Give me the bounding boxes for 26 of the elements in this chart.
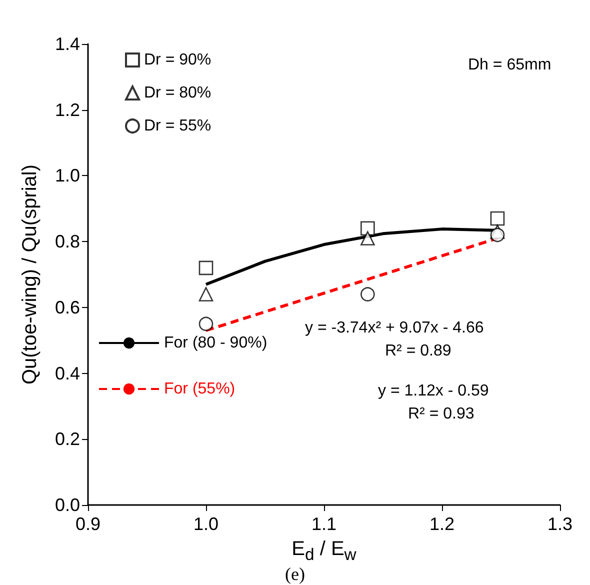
y-tick-label: 0.0	[54, 495, 80, 515]
x-tick-label: 1.3	[547, 514, 573, 534]
x-tick-label: 0.9	[75, 514, 101, 534]
y-tick-label: 1.0	[54, 166, 80, 186]
legend-label: For (80 - 90%)	[164, 334, 268, 352]
annotation: R² = 0.93	[408, 406, 474, 422]
x-axis-title: E$_{d}$ / E$_{w}$	[290, 538, 358, 565]
y-axis-title: Qu(toe-wing) / Qu(sprial)	[19, 164, 41, 385]
annotation: y = -3.74x² + 9.07x - 4.66	[305, 320, 484, 336]
legend-label: For (55%)	[164, 380, 236, 398]
text: (e)	[285, 564, 305, 584]
legend-label: Dr = 80%	[144, 84, 212, 102]
y-tick-label: 1.2	[54, 100, 80, 120]
x-tick-label: 1.0	[193, 514, 219, 534]
y-tick-label: 1.4	[54, 34, 80, 54]
annotation: y = 1.12x - 0.59	[378, 382, 489, 400]
y-tick-label: 0.8	[54, 232, 80, 252]
legend-label: Dr = 55%	[144, 118, 212, 134]
legend-label: Dr = 90%	[144, 52, 212, 68]
annotation: R² = 0.89	[385, 342, 452, 360]
x-tick-label: 1.2	[429, 514, 455, 534]
y-tick-label: 0.4	[54, 363, 80, 384]
y-tick-label: 0.2	[54, 429, 80, 450]
annotation: Dh = 65mm	[468, 56, 552, 74]
x-tick-label: 1.1	[311, 514, 337, 534]
y-tick-label: 0.6	[54, 297, 80, 318]
